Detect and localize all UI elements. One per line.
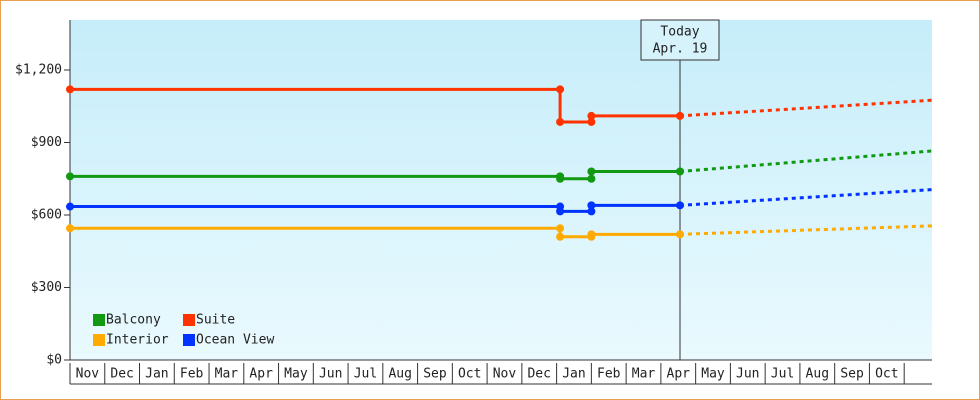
y-tick-label: $900: [31, 135, 62, 150]
point: [587, 174, 596, 183]
legend-swatch: [183, 334, 195, 346]
x-tick-label: Aug: [806, 367, 829, 382]
legend-label: Balcony: [106, 313, 161, 328]
series-line: [70, 87, 681, 124]
projection-line: [679, 149, 933, 173]
x-tick-label: Oct: [458, 367, 481, 382]
projection-line: [679, 224, 933, 236]
point: [676, 201, 685, 210]
point: [556, 174, 565, 183]
today-date: Apr. 19: [653, 42, 708, 57]
plot-area: [70, 20, 932, 360]
series-line: [70, 203, 681, 213]
point: [66, 202, 74, 211]
legend-label: Ocean View: [196, 333, 274, 348]
x-tick-label: Nov: [76, 367, 100, 382]
point: [676, 111, 685, 120]
legend-label: Suite: [196, 313, 235, 328]
y-tick-label: $600: [31, 208, 62, 223]
today-label: Today: [660, 25, 699, 40]
x-tick-label: Sep: [423, 367, 447, 382]
x-tick-label: Jan: [145, 367, 168, 382]
legend-label: Interior: [106, 333, 169, 348]
y-tick-label: $1,200: [15, 63, 62, 78]
x-tick-label: May: [284, 367, 308, 382]
x-tick-label: Aug: [388, 367, 411, 382]
legend-swatch: [93, 334, 105, 346]
series-line: [70, 170, 681, 181]
x-tick-label: Feb: [597, 367, 621, 382]
point: [676, 230, 685, 239]
point: [556, 85, 565, 94]
point: [587, 230, 596, 239]
point: [556, 207, 565, 216]
x-tick-label: Apr: [667, 367, 691, 382]
x-tick-label: Jul: [771, 367, 794, 382]
point: [66, 172, 74, 181]
legend-swatch: [183, 314, 195, 326]
y-tick-label: $0: [46, 353, 62, 368]
x-tick-label: Nov: [493, 367, 517, 382]
x-tick-label: Mar: [215, 367, 239, 382]
x-tick-label: May: [701, 367, 725, 382]
point: [587, 117, 596, 126]
projection-line: [679, 188, 933, 207]
x-tick-label: Jan: [562, 367, 585, 382]
legend-swatch: [93, 314, 105, 326]
x-tick-label: Feb: [180, 367, 204, 382]
point: [587, 207, 596, 216]
today-box: [640, 19, 720, 61]
x-tick-label: Apr: [249, 367, 273, 382]
projection-line: [679, 98, 933, 118]
x-tick-label: Mar: [632, 367, 656, 382]
point: [556, 232, 565, 241]
point: [66, 224, 74, 233]
x-tick-label: Jul: [354, 367, 377, 382]
series-line: [70, 226, 681, 239]
x-tick-label: Jun: [319, 367, 342, 382]
x-tick-label: Dec: [527, 367, 550, 382]
point: [556, 117, 565, 126]
y-tick-label: $300: [31, 280, 62, 295]
point: [556, 224, 565, 233]
point: [587, 167, 596, 176]
point: [587, 111, 596, 120]
x-tick-label: Dec: [110, 367, 133, 382]
point: [587, 201, 596, 210]
x-tick-label: Oct: [875, 367, 898, 382]
x-tick-label: Sep: [840, 367, 864, 382]
point: [66, 85, 74, 94]
point: [676, 167, 685, 176]
x-tick-label: Jun: [736, 367, 759, 382]
